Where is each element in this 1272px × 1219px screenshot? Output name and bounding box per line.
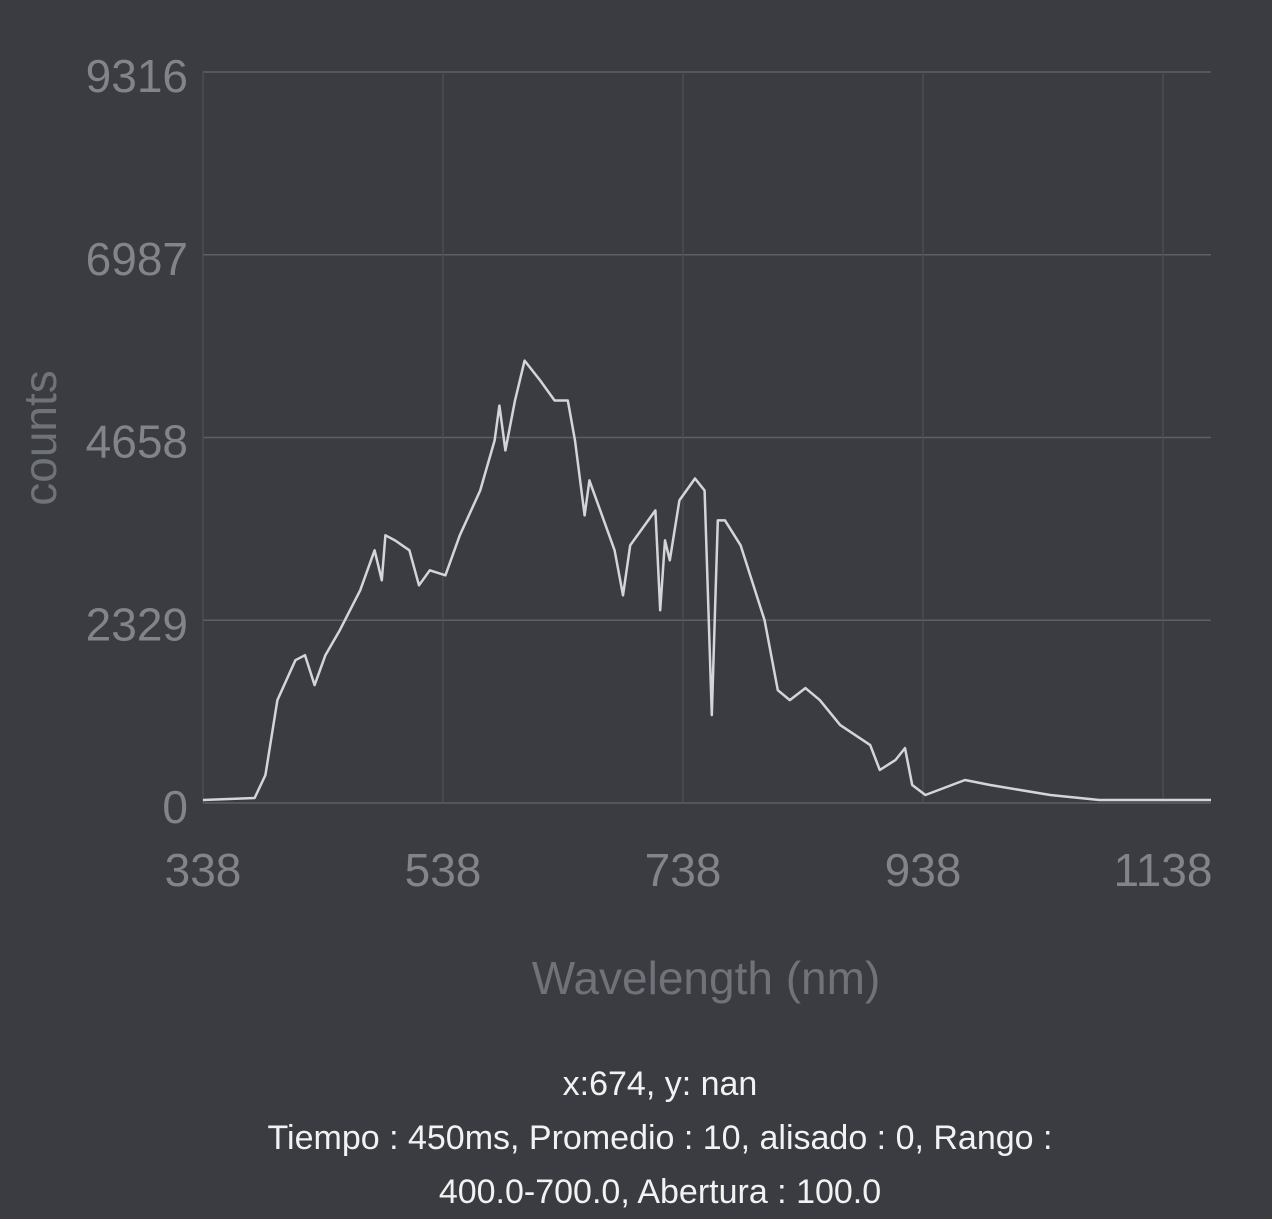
x-tick-label: 938: [885, 844, 962, 896]
y-tick-label: 6987: [86, 233, 188, 285]
x-axis-title: Wavelength (nm): [532, 952, 881, 1004]
x-tick-label: 538: [405, 844, 482, 896]
x-tick-label: 738: [645, 844, 722, 896]
spectrum-line: [202, 359, 1211, 802]
info-text: 400.0-700.0, Abertura : 100.0: [439, 1173, 881, 1211]
y-tick-label: 0: [162, 781, 188, 833]
y-tick-label: 2329: [86, 598, 188, 650]
y-tick-label: 9316: [86, 50, 188, 102]
y-tick-label: 4658: [86, 416, 188, 468]
info-text: Tiempo : 450ms, Promedio : 10, alisado :…: [268, 1119, 1053, 1157]
x-tick-label: 1138: [1114, 844, 1213, 896]
x-tick-label: 338: [165, 844, 242, 896]
y-axis-title: counts: [14, 370, 66, 506]
info-text: x:674, y: nan: [563, 1065, 758, 1103]
